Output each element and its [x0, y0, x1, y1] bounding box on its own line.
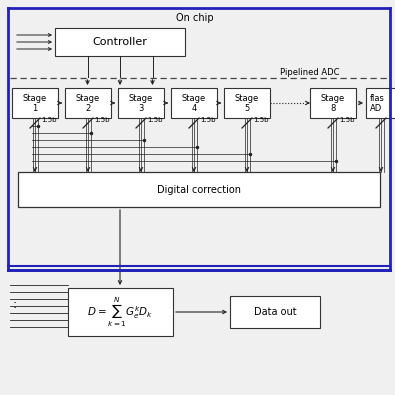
- Text: 4: 4: [191, 103, 197, 113]
- Text: Stage: Stage: [129, 94, 153, 102]
- Bar: [224, 88, 270, 118]
- Bar: [68, 288, 173, 336]
- Text: AD: AD: [370, 103, 382, 113]
- Bar: [55, 28, 185, 56]
- Bar: [171, 88, 217, 118]
- Bar: [18, 172, 380, 207]
- Text: $D=\sum_{k=1}^{N}G_e^k D_k$: $D=\sum_{k=1}^{N}G_e^k D_k$: [87, 295, 154, 329]
- Text: 2: 2: [85, 103, 90, 113]
- Text: Stage: Stage: [76, 94, 100, 102]
- Text: Stage: Stage: [321, 94, 345, 102]
- Text: Stage: Stage: [23, 94, 47, 102]
- Bar: [310, 88, 356, 118]
- Text: 1.5b: 1.5b: [253, 117, 269, 123]
- Bar: [366, 88, 395, 118]
- Text: Controller: Controller: [92, 37, 147, 47]
- Bar: [12, 88, 58, 118]
- Text: 1.5b: 1.5b: [339, 117, 354, 123]
- Text: Stage: Stage: [235, 94, 259, 102]
- Text: 8: 8: [330, 103, 336, 113]
- Text: :: :: [12, 299, 16, 312]
- Bar: [118, 88, 164, 118]
- Bar: [65, 88, 111, 118]
- Text: Pipelined ADC: Pipelined ADC: [280, 68, 340, 77]
- Text: 1.5b: 1.5b: [41, 117, 56, 123]
- Text: 5: 5: [245, 103, 250, 113]
- Text: Digital correction: Digital correction: [157, 184, 241, 194]
- Text: 1: 1: [32, 103, 38, 113]
- Text: 3: 3: [138, 103, 144, 113]
- Text: Stage: Stage: [182, 94, 206, 102]
- Text: On chip: On chip: [176, 13, 214, 23]
- Text: Data out: Data out: [254, 307, 296, 317]
- Text: 1.5b: 1.5b: [94, 117, 109, 123]
- Bar: [230, 296, 320, 328]
- Text: 1.5b: 1.5b: [200, 117, 216, 123]
- Text: flas: flas: [370, 94, 385, 102]
- Text: 1.5b: 1.5b: [147, 117, 162, 123]
